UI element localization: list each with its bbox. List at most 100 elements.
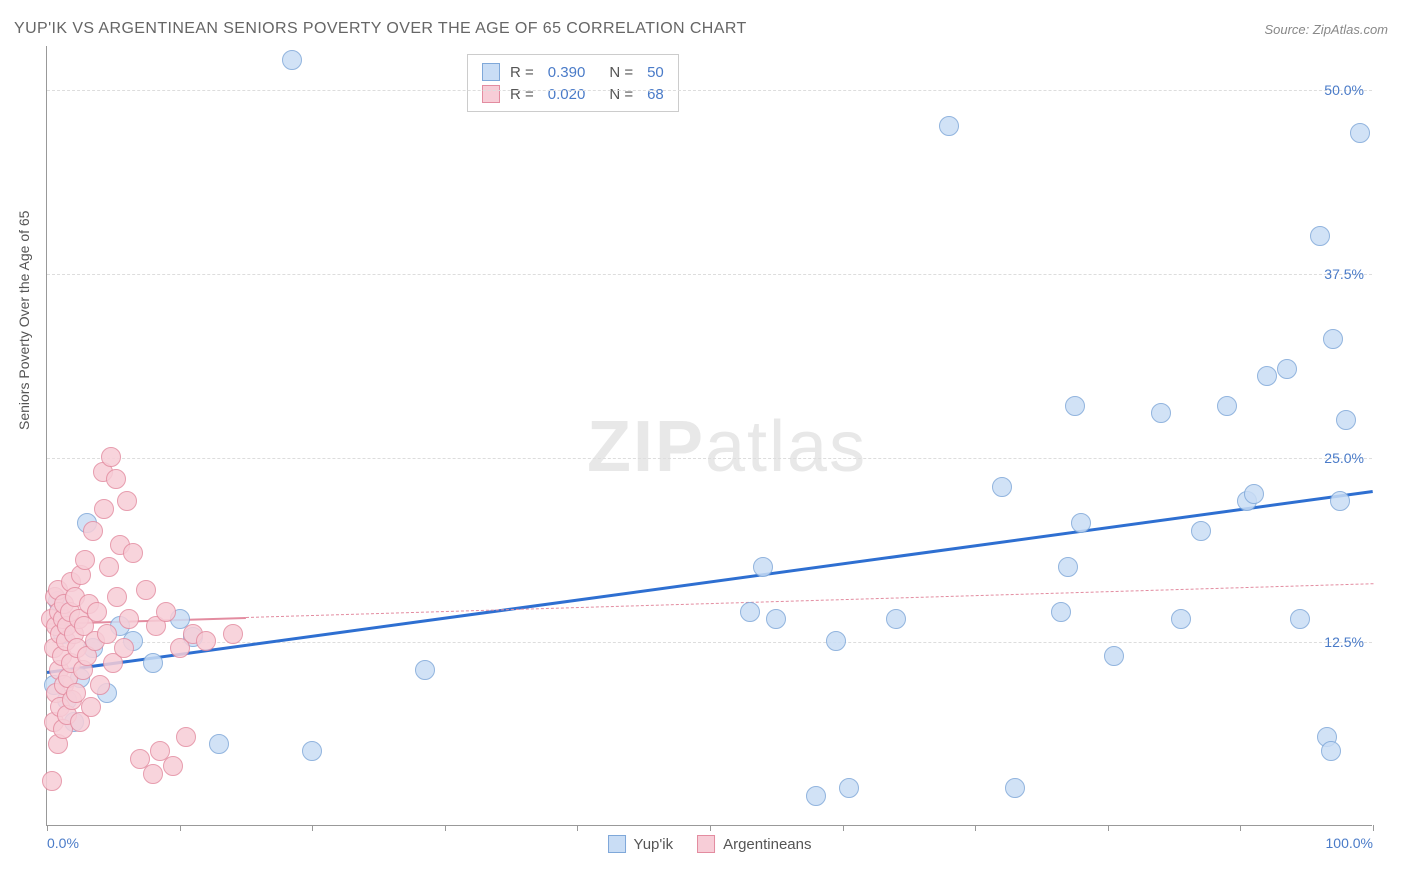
scatter-point [282, 50, 302, 70]
x-tick [577, 825, 578, 831]
scatter-point [123, 543, 143, 563]
x-tick [1108, 825, 1109, 831]
scatter-point [81, 697, 101, 717]
scatter-point [1257, 366, 1277, 386]
scatter-point [1336, 410, 1356, 430]
y-axis-label: Seniors Poverty Over the Age of 65 [16, 211, 32, 430]
scatter-point [886, 609, 906, 629]
x-tick [1373, 825, 1374, 831]
x-tick [445, 825, 446, 831]
scatter-point [1151, 403, 1171, 423]
scatter-point [83, 521, 103, 541]
gridline-h [47, 274, 1372, 275]
legend-series-label: Argentineans [723, 836, 811, 853]
scatter-point [1350, 123, 1370, 143]
scatter-point [1244, 484, 1264, 504]
scatter-point [90, 675, 110, 695]
scatter-point [209, 734, 229, 754]
watermark: ZIPatlas [587, 406, 867, 488]
scatter-point [1005, 778, 1025, 798]
legend-series-label: Yup'ik [634, 836, 674, 853]
scatter-point [1330, 491, 1350, 511]
scatter-point [1065, 396, 1085, 416]
legend-r-label: R = [510, 64, 534, 81]
y-tick-label: 50.0% [1324, 82, 1364, 98]
scatter-point [740, 602, 760, 622]
scatter-point [415, 660, 435, 680]
legend-swatch [482, 63, 500, 81]
trend-line-argentineans [246, 583, 1373, 618]
scatter-point [839, 778, 859, 798]
scatter-point [99, 557, 119, 577]
scatter-point [42, 771, 62, 791]
legend-n-value: 50 [647, 64, 664, 81]
legend-swatch [482, 85, 500, 103]
gridline-h [47, 458, 1372, 459]
scatter-point [87, 602, 107, 622]
legend-r-value: 0.020 [548, 86, 586, 103]
scatter-point [1058, 557, 1078, 577]
legend-n-label: N = [609, 86, 633, 103]
scatter-point [107, 587, 127, 607]
scatter-point [117, 491, 137, 511]
gridline-h [47, 90, 1372, 91]
scatter-point [143, 653, 163, 673]
y-tick-label: 12.5% [1324, 634, 1364, 650]
x-tick [47, 825, 48, 831]
legend-series-item: Yup'ik [608, 835, 674, 853]
x-tick-label: 100.0% [1326, 835, 1373, 851]
scatter-point [1191, 521, 1211, 541]
scatter-point [1277, 359, 1297, 379]
legend-series: Yup'ik Argentineans [608, 835, 812, 853]
legend-r-label: R = [510, 86, 534, 103]
scatter-point [136, 580, 156, 600]
x-tick [975, 825, 976, 831]
x-tick-label: 0.0% [47, 835, 79, 851]
legend-n-value: 68 [647, 86, 664, 103]
x-tick [843, 825, 844, 831]
scatter-point [101, 447, 121, 467]
scatter-point [163, 756, 183, 776]
x-tick [1240, 825, 1241, 831]
scatter-point [156, 602, 176, 622]
scatter-point [119, 609, 139, 629]
legend-swatch [697, 835, 715, 853]
legend-row: R = 0.390 N = 50 [482, 61, 664, 83]
scatter-point [114, 638, 134, 658]
scatter-point [1321, 741, 1341, 761]
legend-row: R = 0.020 N = 68 [482, 83, 664, 105]
legend-r-value: 0.390 [548, 64, 586, 81]
y-tick-label: 25.0% [1324, 450, 1364, 466]
scatter-point [97, 624, 117, 644]
scatter-point [1217, 396, 1237, 416]
legend-correlation: R = 0.390 N = 50 R = 0.020 N = 68 [467, 54, 679, 112]
trend-line-yupik [47, 490, 1373, 674]
scatter-point [1310, 226, 1330, 246]
scatter-point [94, 499, 114, 519]
scatter-point [753, 557, 773, 577]
legend-swatch [608, 835, 626, 853]
scatter-point [1104, 646, 1124, 666]
watermark-bold: ZIP [587, 407, 705, 487]
source-label: Source: ZipAtlas.com [1264, 22, 1388, 37]
scatter-point [196, 631, 216, 651]
scatter-point [106, 469, 126, 489]
scatter-point [826, 631, 846, 651]
scatter-point [939, 116, 959, 136]
x-tick [710, 825, 711, 831]
scatter-point [1071, 513, 1091, 533]
x-tick [312, 825, 313, 831]
watermark-light: atlas [705, 407, 867, 487]
scatter-point [176, 727, 196, 747]
scatter-point [992, 477, 1012, 497]
scatter-point [1323, 329, 1343, 349]
scatter-point [143, 764, 163, 784]
legend-n-label: N = [609, 64, 633, 81]
y-tick-label: 37.5% [1324, 266, 1364, 282]
scatter-point [223, 624, 243, 644]
scatter-point [75, 550, 95, 570]
scatter-point [766, 609, 786, 629]
legend-series-item: Argentineans [697, 835, 811, 853]
scatter-point [1171, 609, 1191, 629]
x-tick [180, 825, 181, 831]
